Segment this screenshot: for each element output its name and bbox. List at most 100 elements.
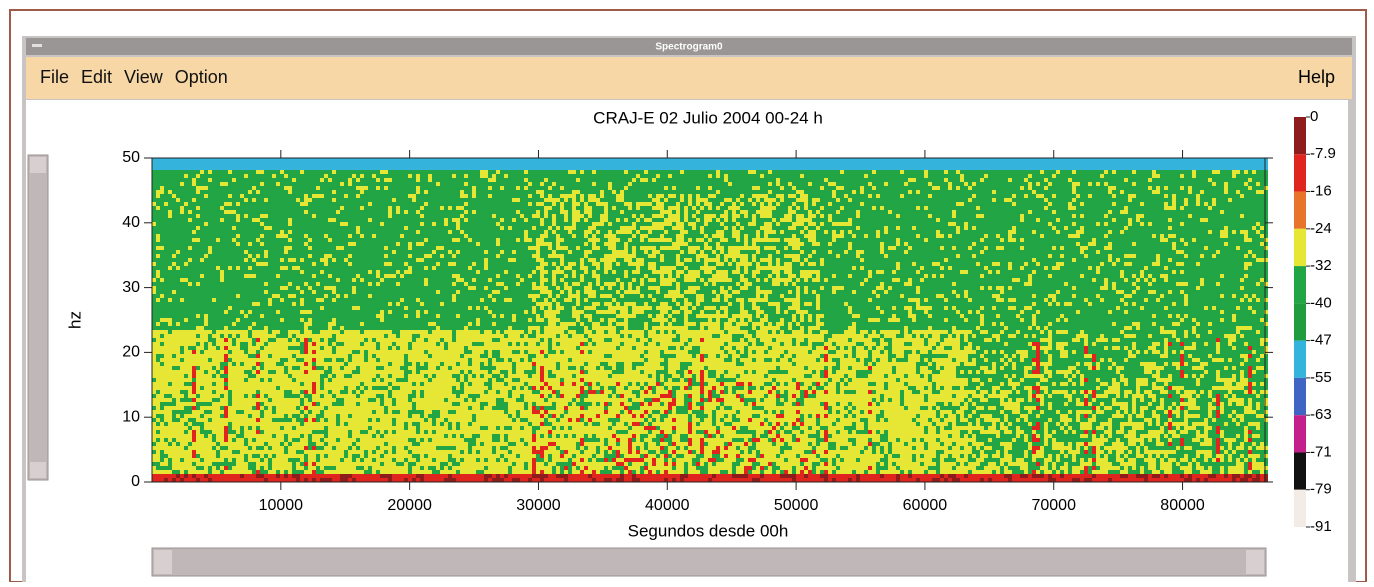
- spectrogram-cell: [188, 294, 192, 298]
- spectrogram-cell: [256, 342, 260, 346]
- spectrogram-cell: [292, 234, 296, 238]
- spectrogram-cell: [352, 174, 356, 178]
- spectrogram-cell: [260, 194, 264, 198]
- spectrogram-cell: [232, 462, 236, 466]
- spectrogram-cell: [168, 170, 172, 174]
- spectrogram-cell: [236, 434, 240, 438]
- spectrogram-cell: [356, 434, 360, 438]
- spectrogram-cell: [328, 442, 332, 446]
- spectrogram-cell: [172, 286, 176, 290]
- spectrogram-cell: [392, 182, 396, 186]
- spectrogram-cell: [184, 346, 188, 350]
- spectrogram-cell: [308, 250, 312, 254]
- spectrogram-cell: [368, 466, 372, 470]
- spectrogram-cell: [200, 314, 204, 318]
- menu-item[interactable]: File: [40, 67, 69, 87]
- spectrogram-cell: [384, 294, 388, 298]
- spectrogram-cell: [388, 330, 392, 334]
- spectrogram-cell: [328, 194, 332, 198]
- spectrogram-cell: [212, 454, 216, 458]
- spectrogram-cell: [372, 438, 376, 442]
- spectrogram-cell: [304, 478, 308, 482]
- spectrogram-cell: [188, 218, 192, 222]
- horizontal-scrollbar[interactable]: [151, 547, 1267, 577]
- spectrogram-cell: [348, 322, 352, 326]
- vertical-scrollbar[interactable]: [27, 154, 49, 481]
- spectrogram-cell: [356, 214, 360, 218]
- spectrogram-cell: [304, 194, 308, 198]
- menu-item[interactable]: Edit: [81, 67, 112, 87]
- spectrogram-cell: [296, 342, 300, 346]
- spectrogram-cell: [344, 166, 348, 170]
- spectrogram-cell: [376, 242, 380, 246]
- spectrogram-cell: [300, 470, 304, 474]
- spectrogram-cell: [304, 282, 308, 286]
- spectrogram-cell: [344, 270, 348, 274]
- menu-item[interactable]: Option: [175, 67, 228, 87]
- spectrogram-cell: [352, 202, 356, 206]
- spectrogram-cell: [160, 202, 164, 206]
- spectrogram-cell: [336, 322, 340, 326]
- spectrogram-cell: [384, 402, 388, 406]
- scroll-left-button[interactable]: [154, 550, 172, 574]
- spectrogram-cell: [264, 310, 268, 314]
- spectrogram-cell: [396, 222, 400, 226]
- scroll-up-button[interactable]: [30, 157, 46, 173]
- spectrogram-cell: [284, 406, 288, 410]
- spectrogram-cell: [152, 294, 156, 298]
- spectrogram-cell: [188, 282, 192, 286]
- spectrogram-cell: [376, 162, 380, 166]
- spectrogram-cell: [292, 258, 296, 262]
- scroll-right-button[interactable]: [1246, 550, 1264, 574]
- spectrogram-cell: [160, 406, 164, 410]
- spectrogram-cell: [380, 286, 384, 290]
- spectrogram-cell: [152, 246, 156, 250]
- menu-item[interactable]: View: [124, 67, 164, 87]
- spectrogram-cell: [232, 282, 236, 286]
- spectrogram-cell: [208, 242, 212, 246]
- spectrogram-cell: [244, 366, 248, 370]
- spectrogram-cell: [160, 442, 164, 446]
- spectrogram-cell: [176, 230, 180, 234]
- spectrogram-cell: [224, 162, 228, 166]
- spectrogram-cell: [272, 346, 276, 350]
- spectrogram-cell: [288, 394, 292, 398]
- spectrogram-cell: [268, 326, 272, 330]
- spectrogram-cell: [284, 322, 288, 326]
- spectrogram-cell: [212, 378, 216, 382]
- spectrogram-cell: [364, 390, 368, 394]
- spectrogram-cell: [244, 430, 248, 434]
- spectrogram-cell: [384, 446, 388, 450]
- spectrogram-cell: [332, 470, 336, 474]
- spectrogram-cell: [268, 474, 272, 478]
- spectrogram-cell: [172, 306, 176, 310]
- spectrogram-cell: [296, 162, 300, 166]
- spectrogram-cell: [304, 438, 308, 442]
- window-menu-button[interactable]: [32, 44, 42, 47]
- spectrogram-cell: [212, 262, 216, 266]
- spectrogram-cell: [280, 302, 284, 306]
- menu-help[interactable]: Help: [1298, 67, 1335, 87]
- spectrogram-cell: [384, 478, 388, 482]
- spectrogram-cell: [336, 318, 340, 322]
- spectrogram-cell: [260, 426, 264, 430]
- spectrogram-cell: [320, 194, 324, 198]
- scroll-down-button[interactable]: [30, 462, 46, 478]
- spectrogram-cell: [160, 382, 164, 386]
- spectrogram-cell: [296, 226, 300, 230]
- spectrogram-cell: [280, 366, 284, 370]
- spectrogram-cell: [192, 282, 196, 286]
- spectrogram-cell: [220, 186, 224, 190]
- spectrogram-cell: [284, 426, 288, 430]
- spectrogram-cell: [300, 254, 304, 258]
- spectrogram-cell: [152, 158, 156, 162]
- spectrogram-cell: [340, 402, 344, 406]
- spectrogram-cell: [280, 414, 284, 418]
- spectrogram-cell: [260, 474, 264, 478]
- spectrogram-cell: [184, 190, 188, 194]
- spectrogram-cell: [352, 346, 356, 350]
- spectrogram-cell: [312, 226, 316, 230]
- spectrogram-cell: [396, 258, 400, 262]
- spectrogram-cell: [344, 178, 348, 182]
- spectrogram-cell: [364, 202, 368, 206]
